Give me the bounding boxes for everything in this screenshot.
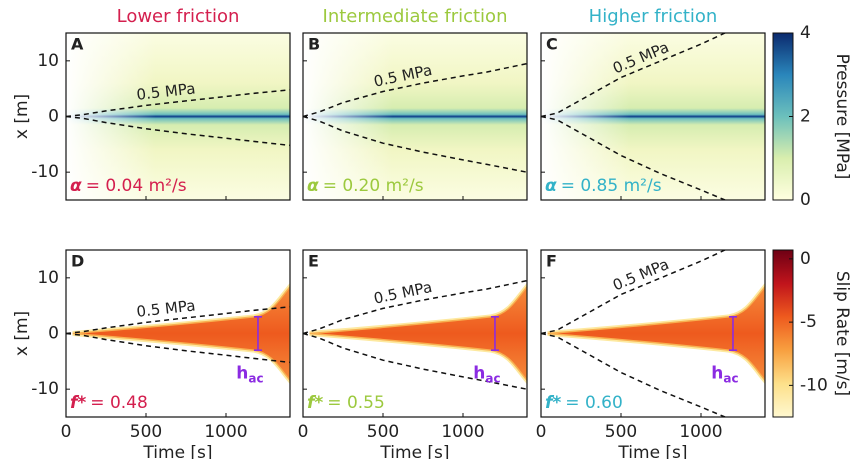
annotation-text: = 0.48 — [90, 393, 148, 413]
column-title: Intermediate friction — [323, 6, 508, 27]
annotation-symbol: f* — [307, 393, 323, 413]
colorbar-tick-label: 0 — [800, 249, 811, 269]
colorbar-tick-label: -10 — [800, 375, 828, 395]
x-axis-label: Time [s] — [142, 443, 212, 459]
annotation: f* = 0.48 — [70, 393, 148, 413]
hac-symbol: h — [473, 364, 485, 384]
hac-symbol: h — [711, 364, 723, 384]
plot-area — [303, 33, 527, 200]
y-tick-label: 10 — [37, 51, 59, 71]
field-fade — [66, 33, 290, 200]
contour-line — [303, 279, 527, 335]
colorbar-tick-label: 2 — [800, 107, 811, 127]
panel-label: A — [71, 35, 84, 54]
y-axis-label: x [m] — [12, 311, 32, 356]
y-axis-label: x [m] — [12, 94, 32, 139]
panel-label: D — [71, 252, 84, 271]
x-tick-label: 1000 — [679, 422, 722, 442]
colorbar-label: Slip Rate [m/s] — [832, 271, 852, 396]
slip-front — [547, 285, 765, 382]
hac-label: hac — [473, 364, 500, 386]
annotation-symbol: α — [307, 176, 319, 196]
x-tick-label: 500 — [367, 422, 399, 442]
x-tick-label: 500 — [605, 422, 637, 442]
hac-symbol: h — [236, 364, 248, 384]
colorbar-tick-label: 4 — [800, 23, 811, 43]
field-fade — [541, 33, 765, 200]
colorbar-tick-label: 0 — [800, 190, 811, 210]
contour-line — [66, 306, 290, 335]
contour-line — [66, 115, 290, 147]
x-axis-label: Time [s] — [379, 443, 449, 459]
annotation: f* = 0.55 — [307, 393, 385, 413]
contour-label: 0.5 MPa — [136, 296, 197, 320]
panel-label: C — [546, 35, 558, 54]
contour-label: 0.5 MPa — [610, 255, 672, 294]
hac-subscript: ac — [248, 371, 263, 385]
y-tick-label: -10 — [31, 162, 59, 182]
y-tick-label: 0 — [48, 107, 59, 127]
annotation-symbol: f* — [545, 393, 561, 413]
plot-area — [66, 282, 290, 385]
annotation: α = 0.20 m²/s — [307, 176, 424, 196]
annotation: α = 0.85 m²/s — [545, 176, 662, 196]
hac-label: hac — [711, 364, 738, 386]
x-axis-label: Time [s] — [617, 443, 687, 459]
y-tick-label: 0 — [48, 324, 59, 344]
contour-label: 0.5 MPa — [372, 278, 434, 308]
annotation-text: = 0.04 m²/s — [86, 176, 187, 196]
annotation-symbol: α — [545, 176, 557, 196]
annotation: f* = 0.60 — [545, 393, 623, 413]
x-tick-label: 1000 — [204, 422, 247, 442]
y-tick-label: 10 — [37, 268, 59, 288]
annotation-text: = 0.60 — [565, 393, 623, 413]
slip-front — [309, 285, 527, 382]
hac-subscript: ac — [723, 371, 738, 385]
y-tick-label: -10 — [31, 379, 59, 399]
contour-line — [66, 332, 290, 364]
plot-area — [66, 33, 290, 200]
x-tick-label: 0 — [61, 422, 72, 442]
colorbar-tick-label: -5 — [800, 312, 817, 332]
panel-label: B — [308, 35, 320, 54]
x-tick-label: 0 — [536, 422, 547, 442]
column-title: Lower friction — [117, 6, 240, 27]
hac-label: hac — [236, 364, 263, 386]
annotation-symbol: α — [70, 176, 82, 196]
annotation: α = 0.04 m²/s — [70, 176, 187, 196]
colorbar-label: Pressure [MPa] — [832, 54, 852, 180]
panel-label: E — [308, 252, 319, 271]
contour-line — [66, 89, 290, 118]
hac-subscript: ac — [485, 371, 500, 385]
x-tick-label: 500 — [130, 422, 162, 442]
annotation-text: = 0.20 m²/s — [323, 176, 424, 196]
slip-front — [72, 285, 290, 382]
annotation-text: = 0.55 — [327, 393, 385, 413]
column-title: Higher friction — [589, 6, 718, 27]
annotation-text: = 0.85 m²/s — [561, 176, 662, 196]
x-tick-label: 0 — [298, 422, 309, 442]
contour-line — [303, 62, 527, 118]
panel-label: F — [546, 252, 557, 271]
colorbar — [772, 249, 794, 418]
contour-line — [303, 115, 527, 173]
field-fade — [303, 33, 527, 200]
contour-line — [303, 332, 527, 390]
plot-area — [303, 279, 527, 390]
plot-area — [541, 250, 765, 417]
annotation-symbol: f* — [70, 393, 86, 413]
x-tick-label: 1000 — [441, 422, 484, 442]
plot-area — [541, 33, 765, 200]
